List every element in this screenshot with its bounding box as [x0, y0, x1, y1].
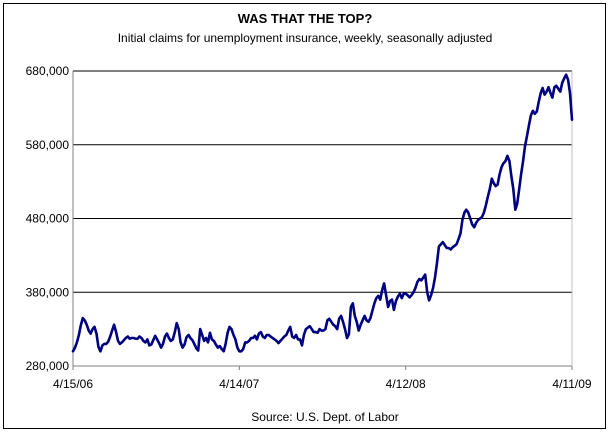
series-line — [71, 73, 574, 353]
y-tick-label: 280,000 — [26, 359, 70, 373]
chart-subtitle: Initial claims for unemployment insuranc… — [118, 31, 493, 45]
x-tick-label: 4/11/09 — [552, 377, 591, 391]
gridlines — [73, 70, 572, 293]
y-tick-label: 480,000 — [26, 212, 70, 226]
y-tick-label: 680,000 — [26, 64, 70, 78]
chart-canvas: WAS THAT THE TOP? Initial claims for une… — [26, 11, 592, 424]
x-tick-label: 4/14/07 — [219, 377, 259, 391]
x-tick-label: 4/15/06 — [53, 377, 93, 391]
chart-title: WAS THAT THE TOP? — [238, 11, 373, 26]
chart-frame: WAS THAT THE TOP? Initial claims for une… — [3, 3, 606, 429]
source-note: Source: U.S. Dept. of Labor — [251, 410, 398, 424]
series-layer — [71, 73, 574, 353]
y-axis-ticks: 280,000 380,000 480,000 580,000 680,000 — [26, 64, 70, 373]
x-axis-ticks: 4/15/06 4/14/07 4/12/08 4/11/09 — [53, 366, 592, 391]
y-tick-label: 380,000 — [26, 285, 70, 299]
y-tick-label: 580,000 — [26, 138, 70, 152]
x-tick-label: 4/12/08 — [386, 377, 426, 391]
